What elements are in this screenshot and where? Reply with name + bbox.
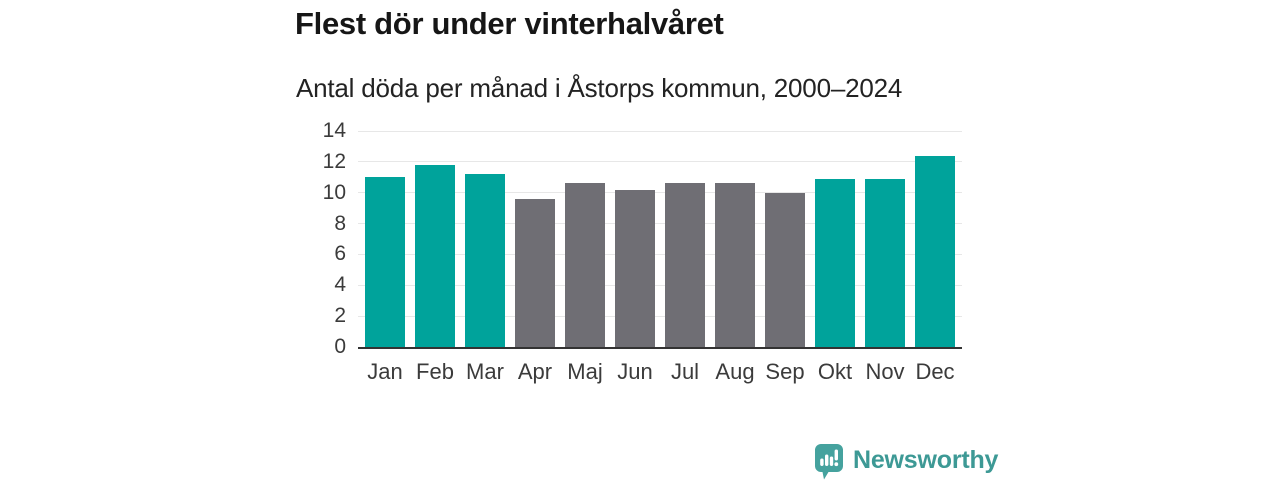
x-tick-label-sep: Sep xyxy=(765,359,805,384)
gridline-2 xyxy=(358,315,962,317)
y-tick-label-6: 6 xyxy=(334,242,346,266)
x-axis-line xyxy=(358,346,962,349)
x-tick-label-aug: Aug xyxy=(715,359,755,384)
x-tick-label-nov: Nov xyxy=(865,359,905,384)
y-tick-label-10: 10 xyxy=(322,180,346,204)
bar-dec xyxy=(915,155,955,347)
brand-name: Newsworthy xyxy=(853,446,999,474)
bar-aug xyxy=(715,183,755,347)
bar-chart: 0 2 4 6 8 10 12 14 Jan Feb Mar Apr Maj Jun Jul Aug Sep Ok… xyxy=(323,119,962,384)
y-tick-label-8: 8 xyxy=(334,211,346,235)
bar-nov xyxy=(865,178,905,347)
bar-okt xyxy=(815,178,855,347)
newsworthy-logo: Newsworthy xyxy=(815,444,998,480)
bar-apr xyxy=(515,198,555,347)
bar-mar xyxy=(465,174,505,347)
chart-subtitle: Antal döda per månad i Åstorps kommun, 2… xyxy=(296,73,903,103)
x-tick-label-jun: Jun xyxy=(617,359,653,384)
gridline-12 xyxy=(358,161,962,163)
x-tick-label-feb: Feb xyxy=(416,359,454,384)
x-tick-label-mar: Mar xyxy=(466,359,504,384)
y-tick-label-12: 12 xyxy=(322,149,346,173)
gridline-8 xyxy=(358,223,962,225)
gridline-6 xyxy=(358,253,962,255)
bar-maj xyxy=(565,183,605,347)
x-tick-label-jul: Jul xyxy=(670,359,700,384)
bar-jul xyxy=(665,183,705,347)
x-tick-label-apr: Apr xyxy=(517,359,553,384)
chart-title: Flest dör under vinterhalvåret xyxy=(295,6,724,41)
y-tick-label-0: 0 xyxy=(334,335,346,358)
gridline-10 xyxy=(358,192,962,194)
x-tick-label-jan: Jan xyxy=(367,359,403,384)
gridline-14 xyxy=(358,130,962,132)
x-tick-label-dec: Dec xyxy=(915,359,955,384)
y-tick-label-4: 4 xyxy=(334,273,346,297)
bar-chart-speech-bubble-icon xyxy=(815,444,843,480)
bar-feb xyxy=(415,164,455,347)
y-tick-label-2: 2 xyxy=(334,304,346,328)
x-tick-label-maj: Maj xyxy=(567,359,603,384)
gridline-4 xyxy=(358,284,962,286)
x-tick-label-okt: Okt xyxy=(817,359,853,384)
bar-jan xyxy=(365,177,405,347)
y-tick-label-14: 14 xyxy=(322,119,346,142)
bar-sep xyxy=(765,192,805,347)
bar-jun xyxy=(615,189,655,347)
